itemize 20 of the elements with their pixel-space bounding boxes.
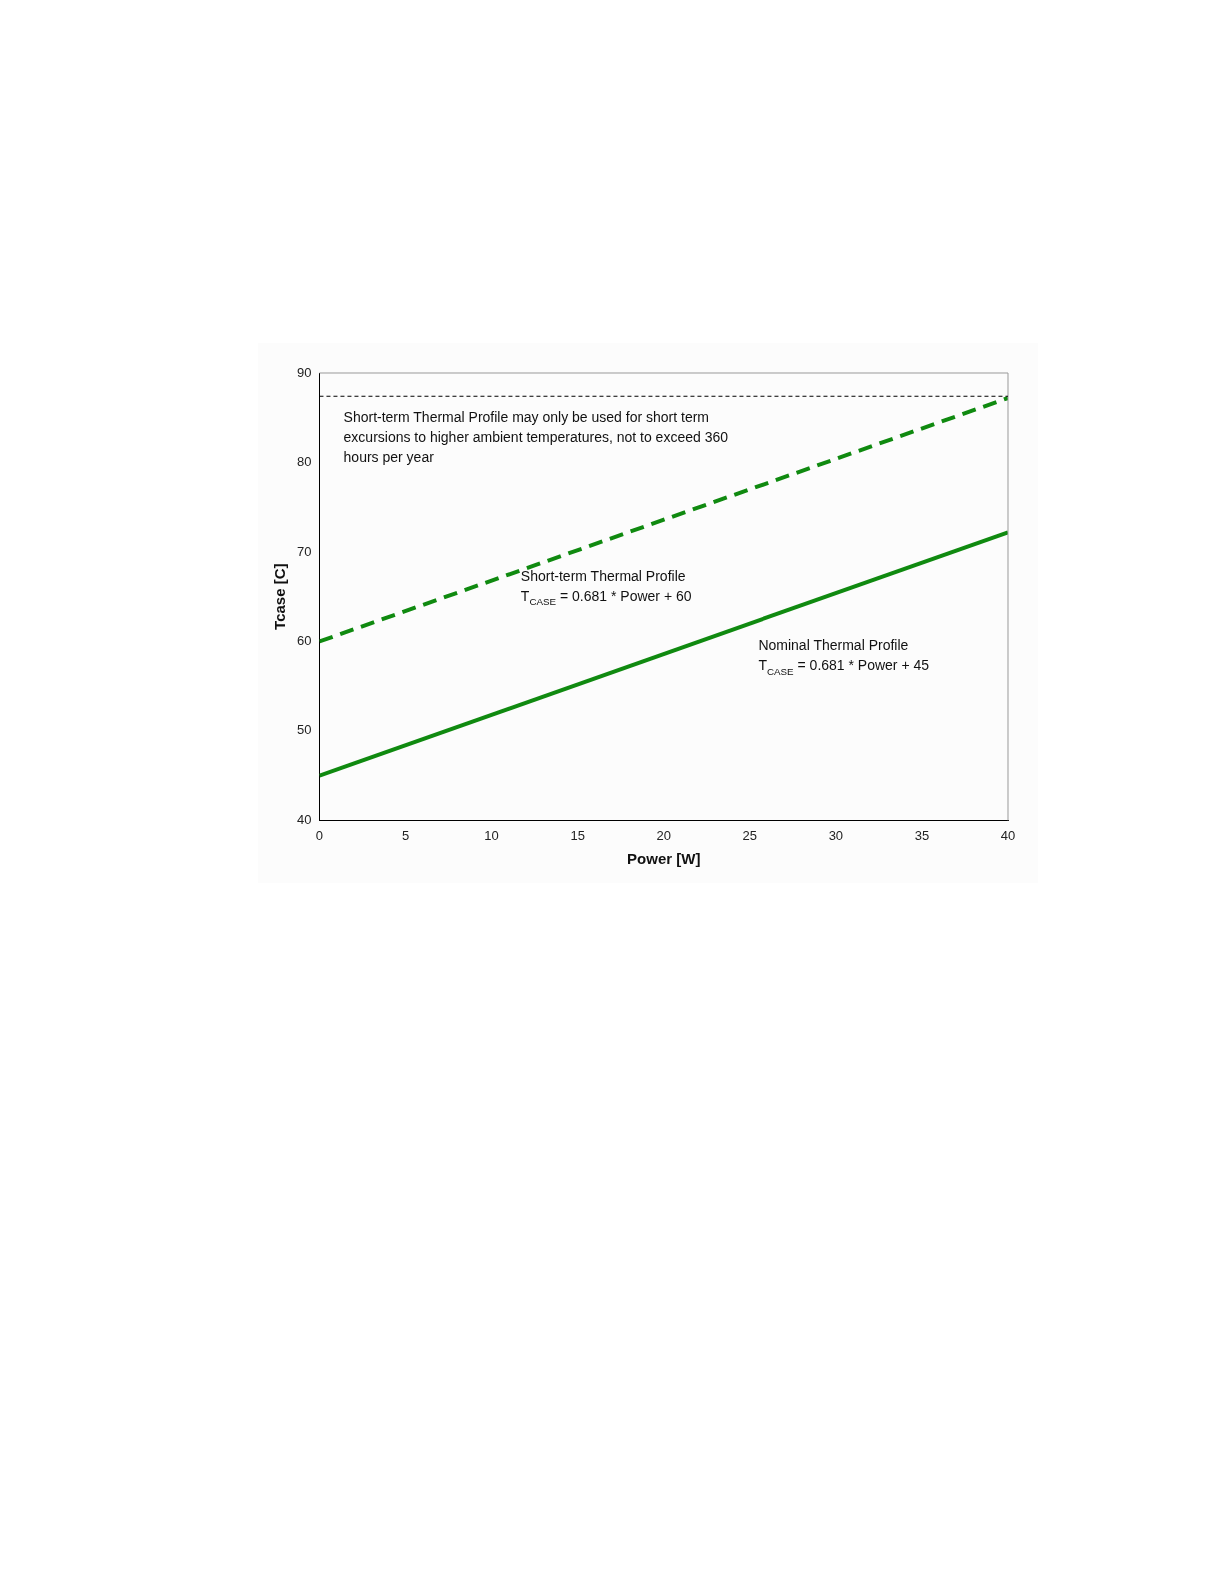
x-tick-label: 15 [570, 827, 585, 843]
x-tick-label: 5 [401, 827, 410, 843]
x-tick-label: 30 [828, 827, 844, 843]
x-tick-label: 35 [914, 827, 930, 843]
y-tick-label: 80 [296, 454, 312, 470]
series-label: Nominal Thermal Profile [758, 637, 909, 654]
y-tick-label: 90 [296, 364, 312, 380]
x-axis-title: Power [W] [627, 850, 701, 868]
y-tick-label: 70 [296, 543, 312, 559]
x-tick-label: 10 [484, 827, 499, 843]
annotation: Short-term Thermal Profile may only be used for short term excursions to higher ambient temperatures, not to exceed 360 hours per year [343, 409, 729, 466]
y-tick-label: 50 [296, 722, 312, 738]
y-tick-label: 60 [296, 633, 312, 649]
y-tick-label: 40 [296, 811, 312, 827]
x-tick-label: 25 [742, 827, 758, 843]
x-tick-label: 0 [315, 827, 324, 843]
x-tick-label: 40 [1000, 827, 1016, 843]
x-tick-label: 20 [656, 827, 671, 843]
series-label: Short-term Thermal Profile [520, 567, 686, 584]
y-axis-title: Tcase [C] [271, 563, 289, 630]
